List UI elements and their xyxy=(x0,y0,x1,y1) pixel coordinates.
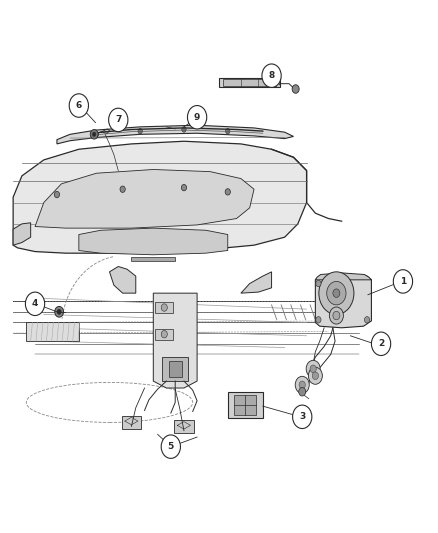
Circle shape xyxy=(292,85,299,93)
Polygon shape xyxy=(315,273,371,280)
Text: 7: 7 xyxy=(115,116,121,124)
Circle shape xyxy=(138,128,142,134)
Circle shape xyxy=(327,281,346,305)
Polygon shape xyxy=(241,272,272,293)
Text: 3: 3 xyxy=(299,413,305,421)
Circle shape xyxy=(92,132,96,136)
Polygon shape xyxy=(153,293,197,388)
Circle shape xyxy=(181,184,187,191)
Polygon shape xyxy=(174,420,194,433)
Polygon shape xyxy=(219,78,280,87)
Circle shape xyxy=(295,376,309,393)
Circle shape xyxy=(120,186,125,192)
Text: 9: 9 xyxy=(194,113,200,122)
Circle shape xyxy=(371,332,391,356)
Text: 6: 6 xyxy=(76,101,82,110)
Circle shape xyxy=(308,367,322,384)
Circle shape xyxy=(57,309,61,314)
Text: 2: 2 xyxy=(378,340,384,348)
Circle shape xyxy=(94,132,99,137)
Polygon shape xyxy=(26,322,79,341)
Polygon shape xyxy=(228,392,263,418)
Polygon shape xyxy=(162,357,188,381)
Circle shape xyxy=(161,304,167,311)
Polygon shape xyxy=(79,228,228,255)
Polygon shape xyxy=(155,329,173,340)
Circle shape xyxy=(329,307,343,324)
Circle shape xyxy=(262,64,281,87)
Circle shape xyxy=(293,405,312,429)
Polygon shape xyxy=(169,361,182,377)
Polygon shape xyxy=(131,257,175,261)
Polygon shape xyxy=(122,416,141,429)
Circle shape xyxy=(90,130,98,139)
Circle shape xyxy=(161,330,167,338)
Circle shape xyxy=(69,94,88,117)
Circle shape xyxy=(310,365,316,373)
Circle shape xyxy=(25,292,45,316)
Polygon shape xyxy=(57,125,293,144)
Circle shape xyxy=(187,106,207,129)
Circle shape xyxy=(333,311,340,320)
Circle shape xyxy=(333,289,340,297)
Text: 8: 8 xyxy=(268,71,275,80)
Circle shape xyxy=(319,272,354,314)
Circle shape xyxy=(364,317,370,323)
Polygon shape xyxy=(315,274,371,328)
Text: 4: 4 xyxy=(32,300,38,308)
Polygon shape xyxy=(223,79,276,86)
Polygon shape xyxy=(155,302,173,313)
Polygon shape xyxy=(234,395,256,415)
Circle shape xyxy=(316,280,321,287)
Circle shape xyxy=(182,127,186,132)
Text: 5: 5 xyxy=(168,442,174,451)
Circle shape xyxy=(54,191,60,198)
Polygon shape xyxy=(13,141,307,253)
Circle shape xyxy=(316,317,321,323)
Circle shape xyxy=(161,435,180,458)
Polygon shape xyxy=(110,266,136,293)
Circle shape xyxy=(306,360,320,377)
Circle shape xyxy=(225,189,230,195)
Circle shape xyxy=(299,387,306,396)
Polygon shape xyxy=(13,223,31,245)
Text: 1: 1 xyxy=(400,277,406,286)
Circle shape xyxy=(312,372,318,379)
Circle shape xyxy=(299,381,305,389)
Circle shape xyxy=(393,270,413,293)
Polygon shape xyxy=(35,169,254,228)
Circle shape xyxy=(109,108,128,132)
Circle shape xyxy=(55,306,64,317)
Circle shape xyxy=(226,128,230,134)
